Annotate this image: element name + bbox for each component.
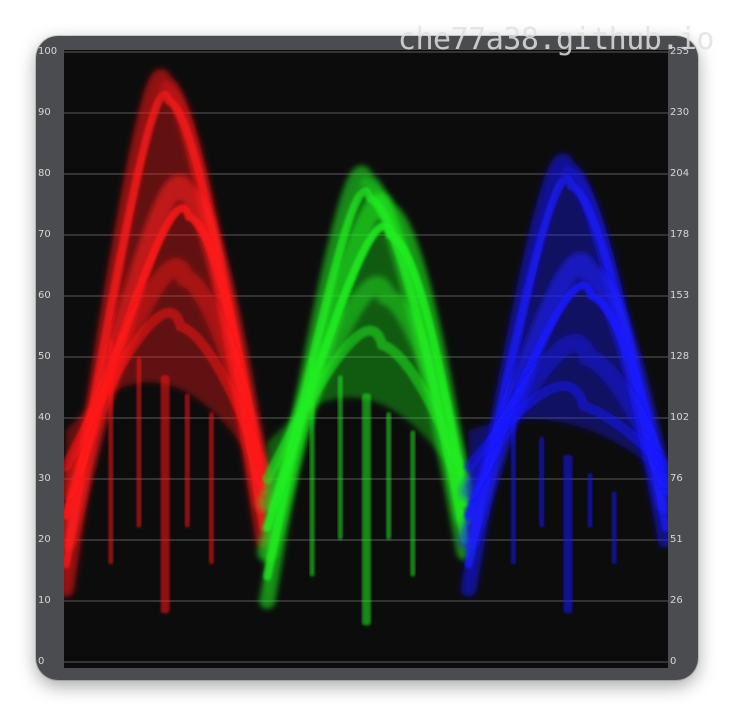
left-tick-label: 60 xyxy=(38,290,51,301)
trace-drip xyxy=(337,375,343,540)
trace-drip xyxy=(611,491,617,565)
left-tick-label: 20 xyxy=(38,534,51,545)
trace-drip xyxy=(539,436,545,528)
trace-arc xyxy=(64,307,269,472)
right-tick-label: 76 xyxy=(670,473,683,484)
left-tick-label: 90 xyxy=(38,107,51,118)
trace-drip xyxy=(309,357,315,577)
trace-drip xyxy=(208,411,214,565)
left-tick-label: 100 xyxy=(38,46,58,57)
trace-drip xyxy=(160,375,170,614)
channel-trace-r xyxy=(64,68,274,614)
trace-drip xyxy=(386,411,392,540)
trace-drip xyxy=(184,393,190,528)
right-tick-label: 230 xyxy=(670,107,690,118)
channel-trace-g xyxy=(257,165,475,626)
trace-arc xyxy=(459,333,668,501)
right-tick-label: 255 xyxy=(670,46,690,57)
trace-drip xyxy=(108,338,114,565)
parade-plot xyxy=(64,51,668,663)
trace-drip xyxy=(510,418,516,565)
watermark-text: che77a38.github.io xyxy=(397,22,715,57)
right-tick-label: 0 xyxy=(670,656,677,667)
right-tick-label: 153 xyxy=(670,290,690,301)
left-tick-label: 10 xyxy=(38,595,51,606)
trace-arc xyxy=(262,325,470,484)
right-tick-label: 102 xyxy=(670,412,690,423)
right-tick-label: 178 xyxy=(670,229,690,240)
left-tick-label: 80 xyxy=(38,168,51,179)
left-tick-label: 50 xyxy=(38,351,51,362)
right-tick-label: 51 xyxy=(670,534,683,545)
channel-trace-b xyxy=(458,153,668,614)
trace-drip xyxy=(587,472,593,528)
left-tick-label: 40 xyxy=(38,412,51,423)
left-tick-label: 70 xyxy=(38,229,51,240)
trace-drip xyxy=(136,357,142,528)
waveform-monitor: 0 10 20 30 40 50 60 70 80 90 100 0 26 51 76 102 128 153 1… xyxy=(36,36,698,680)
right-tick-label: 26 xyxy=(670,595,683,606)
channel-traces xyxy=(64,68,668,626)
trace-arc xyxy=(463,381,668,472)
left-tick-label: 0 xyxy=(38,656,45,667)
trace-drip xyxy=(410,430,416,577)
trace-drip xyxy=(361,393,371,626)
left-tick-label: 30 xyxy=(38,473,51,484)
rgb-parade-scope xyxy=(64,50,668,668)
right-tick-label: 128 xyxy=(670,351,690,362)
right-tick-label: 204 xyxy=(670,168,690,179)
trace-drip xyxy=(563,454,573,614)
